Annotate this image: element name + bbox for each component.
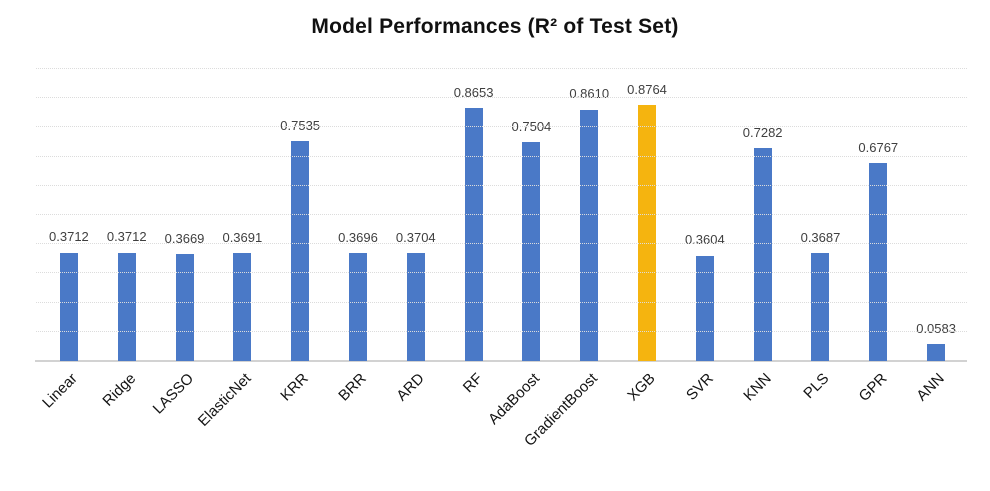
- value-label-AdaBoost: 0.7504: [511, 118, 552, 134]
- gridline: [36, 272, 967, 274]
- bar-ANN: [927, 343, 946, 361]
- gridline: [36, 126, 967, 128]
- value-label-LASSO: 0.3669: [164, 230, 205, 246]
- bar-column-RF: 0.8653 RF: [445, 69, 503, 396]
- x-tick-label-SVR: SVR: [683, 370, 717, 404]
- bar-column-AdaBoost: 0.7504 AdaBoost: [485, 69, 561, 428]
- x-tick-label-ANN: ANN: [913, 370, 949, 405]
- value-label-Linear: 0.3712: [49, 229, 89, 245]
- bar-column-XGB: 0.8764 XGB: [618, 69, 676, 404]
- x-tick-label-ARD: ARD: [393, 370, 428, 405]
- x-tick-label-ElasticNet: ElasticNet: [194, 370, 255, 430]
- bar-AdaBoost: [522, 141, 541, 361]
- bar-column-ElasticNet: 0.3691 ElasticNet: [195, 69, 271, 430]
- x-tick-label-PLS: PLS: [800, 370, 833, 403]
- x-tick-label-KRR: KRR: [277, 370, 313, 405]
- bar-column-SVR: 0.3604 SVR: [676, 69, 734, 404]
- value-label-BRR: 0.3696: [338, 229, 378, 245]
- value-label-SVR: 0.3604: [684, 232, 725, 248]
- x-tick-label-XGB: XGB: [624, 370, 660, 405]
- gridline: [36, 68, 967, 69]
- bar-ARD: [406, 252, 425, 361]
- gridline: [36, 330, 967, 332]
- gridline: [36, 184, 967, 186]
- bar-column-GradientBoost: 0.8610 GradientBoost: [521, 69, 618, 449]
- gridline: [36, 243, 967, 245]
- bars-row: 0.3712 Linear 0.3712 Ridge 0.3669 LASSO 0.3691…: [39, 69, 965, 450]
- plot-area: 0.3712 Linear 0.3712 Ridge 0.3669 LASSO 0.3691…: [35, 68, 967, 450]
- bar-GPR: [869, 163, 888, 361]
- value-label-GPR: 0.6767: [858, 140, 899, 156]
- gridline: [36, 214, 967, 215]
- x-axis-line: [35, 360, 967, 362]
- bar-column-GPR: 0.6767 GPR: [849, 69, 907, 405]
- bar-column-Linear: 0.3712 Linear: [39, 69, 98, 412]
- bar-LASSO: [175, 253, 194, 361]
- bar-ElasticNet: [233, 253, 252, 361]
- bar-Linear: [59, 252, 78, 361]
- x-tick-label-LASSO: LASSO: [149, 370, 197, 418]
- bar-BRR: [348, 253, 367, 361]
- bar-KNN: [753, 148, 772, 361]
- x-tick-label-Ridge: Ridge: [98, 370, 139, 410]
- bar-RF: [464, 108, 483, 361]
- value-label-RF: 0.8653: [453, 85, 494, 101]
- x-tick-label-Linear: Linear: [39, 370, 81, 412]
- x-tick-label-AdaBoost: AdaBoost: [485, 370, 544, 429]
- value-label-ARD: 0.3704: [395, 229, 436, 245]
- value-label-Ridge: 0.3712: [106, 229, 147, 245]
- x-tick-label-RF: RF: [459, 370, 486, 397]
- bar-PLS: [811, 253, 830, 361]
- chart-title: Model Performances (R² of Test Set): [311, 15, 679, 38]
- bar-column-KNN: 0.7282 KNN: [734, 69, 792, 404]
- gridline: [36, 155, 967, 157]
- bar-column-PLS: 0.3687 PLS: [792, 69, 850, 402]
- gridline: [36, 301, 967, 303]
- value-label-XGB: 0.8764: [627, 81, 667, 97]
- x-tick-label-BRR: BRR: [335, 370, 370, 405]
- bar-column-ANN: 0.0583 ANN: [907, 69, 965, 405]
- value-label-PLS: 0.3687: [800, 230, 841, 246]
- x-tick-label-KNN: KNN: [740, 370, 775, 405]
- value-label-KRR: 0.7535: [280, 117, 321, 133]
- bar-SVR: [695, 255, 714, 361]
- gridline: [36, 97, 967, 99]
- bar-Ridge: [117, 252, 136, 361]
- bar-column-ARD: 0.3704 ARD: [387, 69, 445, 405]
- bar-KRR: [291, 140, 310, 361]
- bar-column-LASSO: 0.3669 LASSO: [149, 69, 214, 418]
- bar-column-BRR: 0.3696 BRR: [329, 69, 387, 404]
- x-tick-label-GPR: GPR: [855, 370, 891, 406]
- bar-GradientBoost: [580, 109, 599, 361]
- value-label-KNN: 0.7282: [742, 125, 783, 141]
- bar-column-KRR: 0.7535 KRR: [271, 69, 329, 405]
- value-label-ElasticNet: 0.3691: [222, 229, 263, 245]
- bar-column-Ridge: 0.3712 Ridge: [98, 69, 156, 410]
- value-label-ANN: 0.0583: [916, 320, 956, 336]
- bar-XGB: [638, 105, 657, 361]
- value-label-GradientBoost: 0.8610: [569, 86, 610, 102]
